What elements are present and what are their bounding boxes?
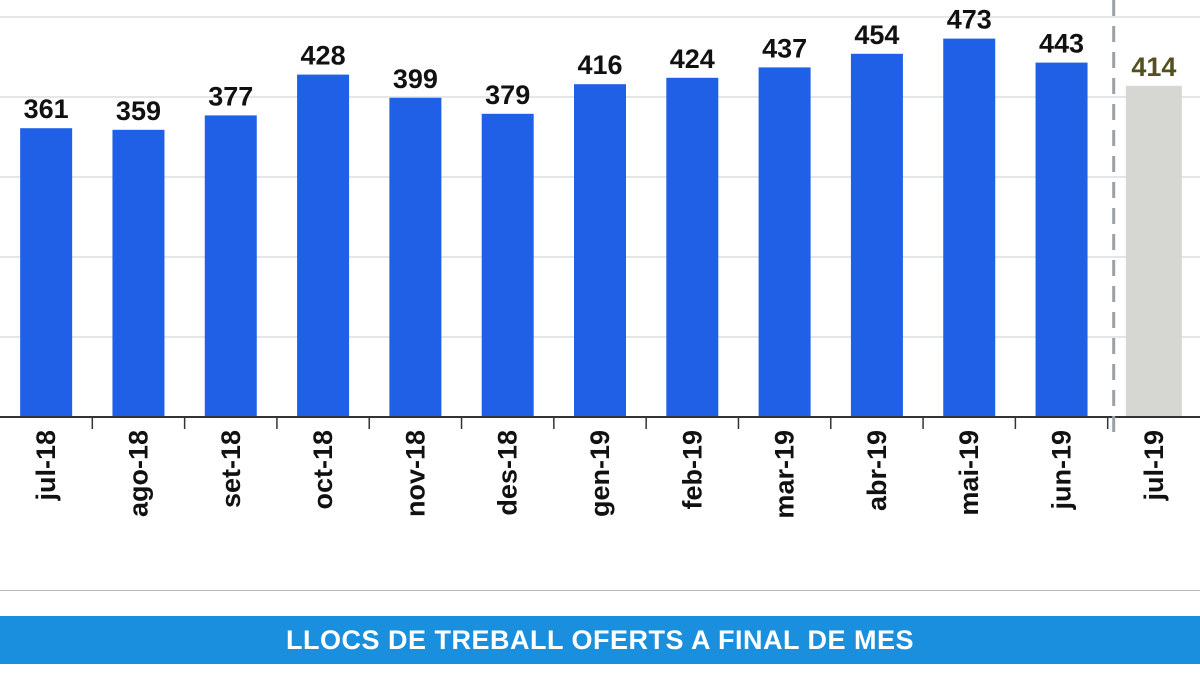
value-label-gen-19: 416 bbox=[577, 50, 622, 80]
x-tick-label-abr-19: abr-19 bbox=[862, 430, 892, 511]
bar-abr-19 bbox=[850, 53, 903, 418]
value-label-mar-19: 437 bbox=[762, 33, 807, 63]
value-label-set-18: 377 bbox=[208, 81, 253, 111]
bar-ago-18 bbox=[112, 129, 165, 418]
x-tick-label-mai-19: mai-19 bbox=[954, 430, 984, 516]
bar-mai-19 bbox=[943, 38, 996, 417]
x-tick-label-gen-19: gen-19 bbox=[585, 430, 615, 517]
value-labels: 361 359 377 428 399 379 416 424 437 454 473 443 414 bbox=[24, 5, 1177, 126]
value-label-nov-18: 399 bbox=[393, 64, 438, 94]
bar-feb-19 bbox=[666, 77, 719, 418]
x-axis bbox=[0, 0, 1200, 432]
bar-jul-19 bbox=[1125, 85, 1182, 418]
bars bbox=[20, 38, 1182, 418]
bar-oct-18 bbox=[297, 74, 350, 417]
bar-jul-18 bbox=[20, 128, 73, 417]
bar-des-18 bbox=[481, 113, 534, 418]
value-label-feb-19: 424 bbox=[670, 44, 715, 74]
x-tick-label-des-18: des-18 bbox=[493, 430, 523, 516]
bar-mar-19 bbox=[758, 67, 811, 418]
x-tick-label-jul-19: jul-19 bbox=[1139, 430, 1169, 502]
bar-nov-18 bbox=[389, 97, 442, 418]
x-tick-label-nov-18: nov-18 bbox=[400, 430, 430, 517]
value-label-mai-19: 473 bbox=[947, 5, 992, 35]
value-label-jul-19: 414 bbox=[1131, 52, 1176, 82]
x-tick-label-ago-18: ago-18 bbox=[123, 430, 153, 517]
divider-line bbox=[0, 590, 1200, 591]
bar-jun-19 bbox=[1035, 62, 1088, 417]
x-tick-label-jul-18: jul-18 bbox=[31, 430, 61, 502]
value-label-jun-19: 443 bbox=[1039, 29, 1084, 59]
x-tick-label-feb-19: feb-19 bbox=[677, 430, 707, 510]
x-tick-label-oct-18: oct-18 bbox=[308, 430, 338, 510]
x-tick-label-jun-19: jun-19 bbox=[1047, 430, 1077, 511]
x-tick-label-set-18: set-18 bbox=[216, 430, 246, 508]
value-label-oct-18: 428 bbox=[301, 41, 346, 71]
chart-title: LLOCS DE TREBALL OFERTS A FINAL DE MES bbox=[285, 624, 915, 655]
value-label-jul-18: 361 bbox=[24, 94, 69, 124]
value-label-des-18: 379 bbox=[485, 80, 530, 110]
x-tick-label-mar-19: mar-19 bbox=[770, 430, 800, 519]
value-label-abr-19: 454 bbox=[854, 20, 899, 50]
bar-gen-19 bbox=[574, 84, 626, 417]
bar-set-18 bbox=[204, 115, 257, 418]
value-label-ago-18: 359 bbox=[116, 96, 161, 126]
title-banner: LLOCS DE TREBALL OFERTS A FINAL DE MES bbox=[0, 616, 1200, 664]
x-tick-labels: jul-18 ago-18 set-18 oct-18 nov-18 des-18 gen-… bbox=[31, 430, 1169, 519]
